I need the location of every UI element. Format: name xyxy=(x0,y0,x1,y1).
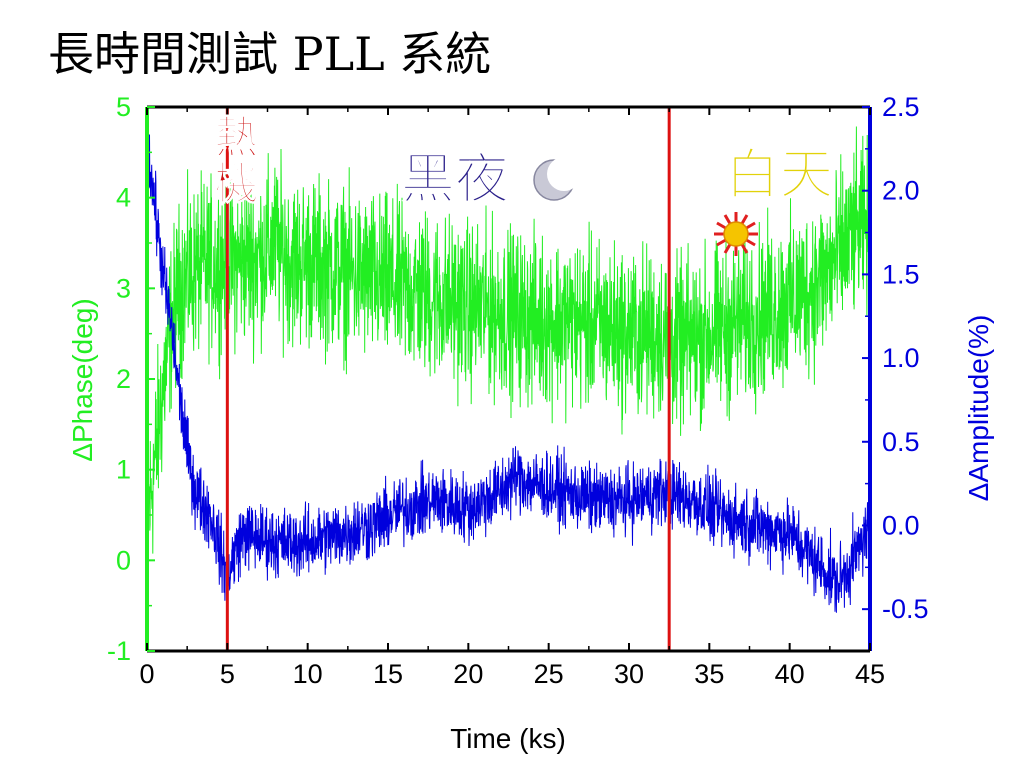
annotation-night: 黑夜 xyxy=(401,148,510,211)
y-right-tick-label: 1.0 xyxy=(882,343,920,373)
y-right-tick-label: -0.5 xyxy=(882,594,929,624)
x-tick-label: 35 xyxy=(694,659,724,689)
y-left-tick-label: 0 xyxy=(116,545,131,575)
y-left-tick-label: 1 xyxy=(116,455,131,485)
annotations: 熱機 黑夜 白天 xyxy=(214,112,834,256)
x-tick-label: 10 xyxy=(293,659,323,689)
phase-series-line xyxy=(147,126,870,554)
x-tick-label: 15 xyxy=(373,659,403,689)
marker-lines xyxy=(225,107,671,651)
y-right-tick-label: 0.5 xyxy=(882,427,920,457)
y-right-tick-label: 2.5 xyxy=(882,92,920,122)
annotation-day: 白天 xyxy=(725,143,833,206)
x-tick-label: 25 xyxy=(534,659,564,689)
sun-icon xyxy=(714,212,758,256)
y-left-tick-label: 3 xyxy=(116,273,131,303)
annotation-warmup: 熱機 xyxy=(214,112,258,209)
slide-title: 長時間測試 PLL 系統 xyxy=(48,27,491,81)
amplitude-series-line xyxy=(147,114,870,613)
y-left-tick-label: 5 xyxy=(116,92,131,122)
x-tick-label: 0 xyxy=(139,659,154,689)
moon-icon xyxy=(533,157,581,201)
y-left-tick-label: 4 xyxy=(116,183,131,213)
x-axis-label: Time (ks) xyxy=(450,723,566,754)
y-left-tick-label: 2 xyxy=(116,364,131,394)
y-axis-right-label: ΔAmplitude(%) xyxy=(963,315,994,502)
y-right-tick-label: 2.0 xyxy=(882,176,920,206)
y-left-tick-label: -1 xyxy=(107,636,131,666)
x-tick-label: 45 xyxy=(855,659,885,689)
x-tick-label: 40 xyxy=(775,659,805,689)
x-tick-label: 5 xyxy=(220,659,235,689)
y-right-tick-label: 0.0 xyxy=(882,510,920,540)
tick-labels: 0 5 10 15 20 25 30 35 40 45-1012345-0.50.00.51.01… xyxy=(107,92,929,689)
series-layer xyxy=(147,114,870,613)
x-tick-label: 30 xyxy=(614,659,644,689)
y-axis-left-label: ΔPhase(deg) xyxy=(67,298,98,461)
y-right-tick-label: 1.5 xyxy=(882,259,920,289)
axes xyxy=(145,105,872,653)
x-tick-label: 20 xyxy=(453,659,483,689)
